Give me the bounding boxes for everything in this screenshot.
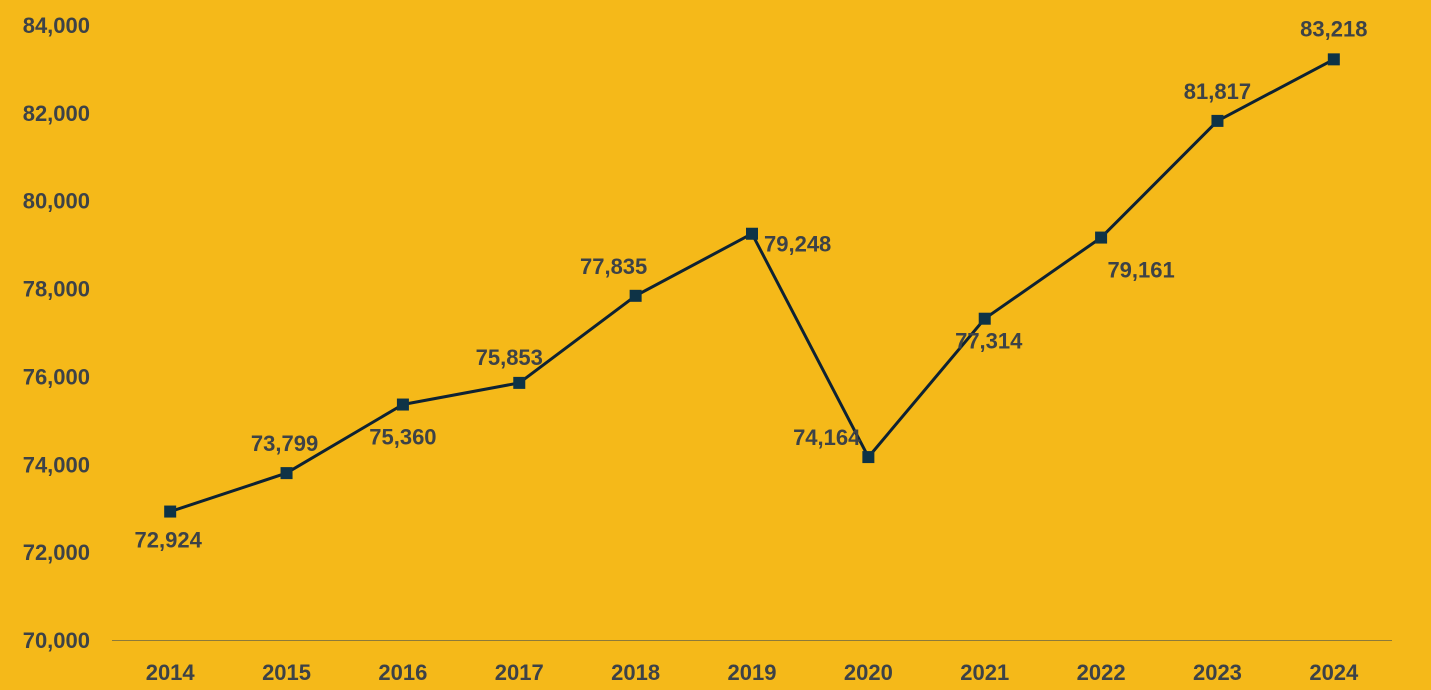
data-point-marker	[280, 467, 293, 480]
data-label: 72,924	[135, 528, 203, 553]
data-label: 73,799	[251, 431, 318, 456]
data-label: 77,314	[955, 329, 1023, 354]
y-tick-label: 78,000	[23, 277, 90, 302]
x-tick-label: 2017	[495, 660, 544, 685]
data-label: 75,853	[476, 345, 543, 370]
x-tick-label: 2016	[378, 660, 427, 685]
data-label: 75,360	[369, 425, 436, 450]
data-markers	[164, 53, 1340, 518]
y-axis-ticks: 70,000 72,000 74,000 76,000 78,000 80,000 82,0…	[23, 13, 90, 653]
data-label: 79,161	[1107, 258, 1174, 283]
y-tick-label: 74,000	[23, 452, 90, 477]
x-axis-ticks: 2014 2015 2016 2017 2018 2019 2020 2021 2022 2023…	[146, 660, 1359, 685]
x-tick-label: 2018	[611, 660, 660, 685]
data-label: 74,164	[793, 425, 861, 450]
y-tick-label: 80,000	[23, 189, 90, 214]
data-point-marker	[862, 451, 875, 464]
data-label: 77,835	[580, 254, 647, 279]
x-tick-label: 2023	[1193, 660, 1242, 685]
x-tick-label: 2020	[844, 660, 893, 685]
x-tick-label: 2019	[728, 660, 777, 685]
x-tick-label: 2024	[1309, 660, 1359, 685]
data-point-marker	[396, 398, 409, 411]
data-point-marker	[513, 376, 526, 389]
data-label: 81,817	[1184, 79, 1251, 104]
y-tick-label: 82,000	[23, 101, 90, 126]
x-tick-label: 2014	[146, 660, 196, 685]
data-labels: 72,924 73,799 75,360 75,853 77,835 79,248 74,1…	[135, 16, 1368, 552]
data-point-marker	[629, 289, 642, 302]
data-point-marker	[746, 227, 758, 240]
data-point-marker	[1211, 114, 1224, 127]
data-point-marker	[164, 505, 177, 518]
y-tick-label: 76,000	[23, 364, 90, 389]
y-tick-label: 72,000	[23, 540, 90, 565]
data-point-marker	[978, 312, 991, 325]
data-point-marker	[1095, 231, 1108, 244]
y-tick-label: 84,000	[23, 13, 90, 38]
x-tick-label: 2022	[1077, 660, 1126, 685]
data-label: 79,248	[764, 232, 831, 257]
x-tick-label: 2021	[960, 660, 1009, 685]
data-label: 83,218	[1300, 16, 1367, 41]
data-point-marker	[1327, 53, 1340, 66]
series-line	[169, 58, 1335, 514]
y-tick-label: 70,000	[23, 628, 90, 653]
x-tick-label: 2015	[262, 660, 311, 685]
